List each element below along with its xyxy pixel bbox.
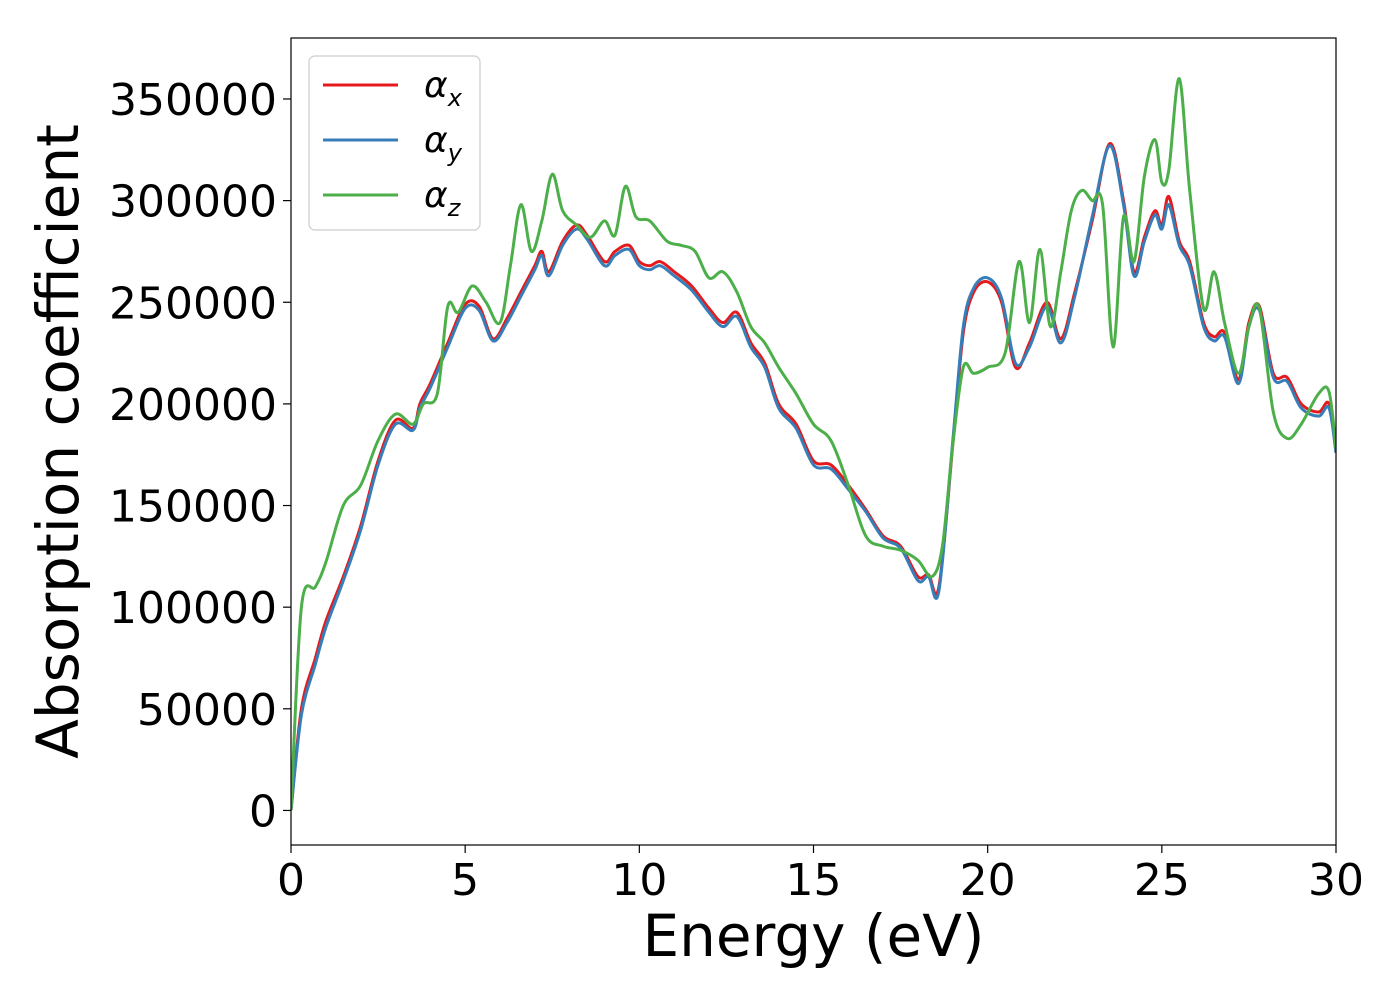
- x-tick-label: 5: [451, 855, 479, 906]
- series-line-y: [291, 144, 1336, 811]
- legend-subscript: z: [447, 194, 462, 222]
- y-axis-ticks: 0 50000 100000 150000 200000 250000 300000 3500…: [109, 75, 291, 837]
- x-axis-ticks: 0 5 10 15 20 25 30: [277, 845, 1364, 906]
- y-tick-label: 0: [249, 786, 277, 837]
- x-tick-label: 15: [786, 855, 842, 906]
- y-tick-label: 50000: [137, 685, 277, 736]
- legend-subscript: x: [447, 84, 463, 112]
- y-tick-label: 100000: [109, 583, 277, 634]
- x-tick-label: 20: [960, 855, 1016, 906]
- legend-subscript: y: [447, 139, 463, 167]
- x-tick-label: 25: [1134, 855, 1190, 906]
- x-tick-label: 10: [611, 855, 667, 906]
- y-tick-label: 150000: [109, 482, 277, 533]
- y-axis-title: Absorption coefficient: [24, 124, 92, 759]
- x-tick-label: 0: [277, 855, 305, 906]
- y-tick-label: 300000: [109, 177, 277, 228]
- y-tick-label: 250000: [109, 278, 277, 329]
- series-layer: [291, 77, 1336, 811]
- y-tick-label: 350000: [109, 75, 277, 126]
- series-line-z: [291, 77, 1336, 811]
- x-axis-title: Energy (eV): [642, 902, 984, 970]
- legend-box: [308, 55, 481, 231]
- x-tick-label: 30: [1308, 855, 1364, 906]
- y-tick-label: 200000: [109, 380, 277, 431]
